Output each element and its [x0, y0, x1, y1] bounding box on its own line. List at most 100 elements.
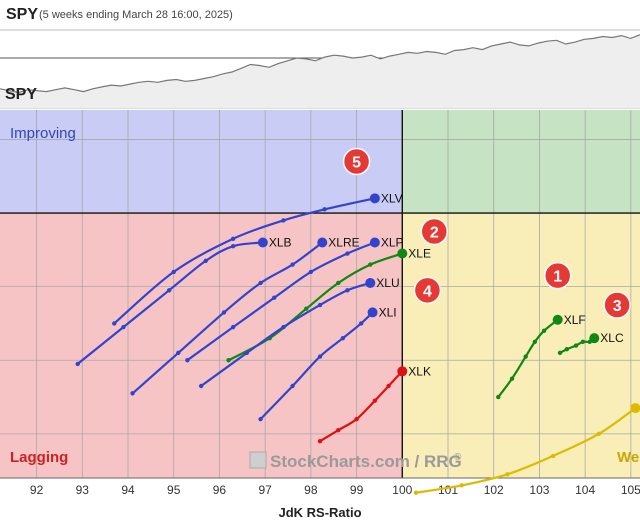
- series-point-xlp: [272, 295, 277, 300]
- series-point-xlp: [345, 251, 350, 256]
- series-head-xlb: [257, 237, 268, 248]
- numbered-marker-1: 1: [543, 261, 572, 290]
- x-axis-title: JdK RS-Ratio: [278, 505, 362, 520]
- series-point-xlk: [386, 383, 391, 389]
- series-xly: XLY: [413, 403, 640, 495]
- series-point-xlp: [230, 324, 236, 330]
- marker-number: 3: [613, 298, 622, 315]
- series-tail-xlre: [131, 241, 323, 395]
- quadrant-leading: [402, 110, 640, 214]
- series-point-xli: [290, 383, 295, 389]
- x-tick-label: 95: [167, 483, 181, 497]
- series-point-xlb: [75, 361, 80, 367]
- marker-number: 5: [352, 155, 361, 172]
- quadrant-label-lagging: Lagging: [10, 449, 68, 466]
- numbered-marker-5: 5: [342, 147, 371, 176]
- series-point-xle: [226, 358, 231, 363]
- x-tick-label: 99: [350, 483, 364, 497]
- series-head-xlre: [317, 237, 328, 248]
- series-point-xlc: [564, 347, 570, 352]
- series-tail-xly: [415, 407, 637, 494]
- quadrant-weakening: [402, 213, 640, 478]
- series-point-xlb: [203, 258, 208, 264]
- x-tick-label: 105: [621, 483, 640, 497]
- series-point-xlre: [176, 350, 181, 356]
- series-head-xlp: [369, 237, 380, 248]
- series-point-xlre: [130, 391, 135, 396]
- x-tick-label: 100: [392, 483, 412, 497]
- series-point-xlv: [322, 207, 327, 212]
- series-point-xly: [550, 453, 556, 459]
- series-head-xlf: [552, 314, 563, 325]
- series-xlre: XLRE: [130, 235, 360, 396]
- series-head-xli: [367, 307, 378, 318]
- series-point-xlu: [345, 288, 350, 293]
- marker-circle: [413, 276, 442, 305]
- series-point-xlf: [532, 339, 538, 345]
- quadrant-improving: [0, 110, 403, 214]
- series-label-xlb: XLB: [269, 235, 292, 249]
- series-point-xlk: [372, 398, 378, 403]
- watermark-logo: [249, 451, 267, 469]
- sparkline-area: [0, 34, 640, 109]
- series-label-xlre: XLRE: [328, 235, 359, 249]
- marker-number: 1: [553, 269, 562, 286]
- series-head-xlc: [589, 333, 600, 344]
- chart-header: SPY (5 weeks ending March 28 16:00, 2025…: [0, 0, 640, 30]
- marker-circle: [603, 291, 631, 319]
- series-point-xly: [459, 483, 464, 488]
- series-point-xlb: [166, 288, 172, 293]
- series-point-xlk: [336, 427, 341, 433]
- series-point-xli: [317, 354, 323, 359]
- series-point-xlv: [112, 321, 117, 326]
- watermark-registered: ®: [454, 452, 462, 463]
- symbol-label-secondary: SPY: [5, 86, 38, 103]
- series-head-xlu: [365, 277, 376, 288]
- series-label-xli: XLI: [379, 305, 397, 319]
- series-point-xlu: [198, 383, 204, 389]
- series-label-xlk: XLK: [408, 364, 431, 378]
- series-point-xlc: [580, 339, 586, 345]
- quadrant-lagging: [0, 213, 403, 478]
- series-point-xly: [413, 490, 419, 495]
- series-point-xlp: [185, 358, 190, 363]
- series-xli: XLI: [258, 305, 397, 422]
- series-point-xlv: [230, 236, 236, 241]
- x-tick-label: 93: [76, 483, 90, 497]
- series-point-xlb: [230, 243, 236, 249]
- numbered-marker-2: 2: [420, 217, 449, 246]
- series-label-xle: XLE: [408, 247, 431, 261]
- series-point-xlf: [523, 354, 528, 359]
- series-label-xlf: XLF: [564, 313, 586, 327]
- series-point-xli: [358, 321, 364, 326]
- marker-number: 4: [423, 283, 432, 300]
- series-point-xlv: [171, 269, 176, 275]
- series-point-xlre: [258, 280, 263, 286]
- series-xlf: XLF: [496, 313, 586, 400]
- sparkline-line: [0, 34, 640, 94]
- series-point-xlre: [221, 310, 227, 315]
- numbered-marker-3: 3: [603, 291, 631, 319]
- numbered-marker-4: 4: [413, 276, 442, 305]
- series-point-xlf: [496, 394, 501, 400]
- series-label-xlu: XLU: [376, 276, 399, 290]
- quadrant-label-weakening: We: [617, 449, 639, 466]
- series-point-xlre: [290, 262, 295, 267]
- series-point-xlk: [354, 416, 359, 422]
- series-point-xlb: [121, 324, 126, 330]
- x-tick-label: 92: [30, 483, 44, 497]
- x-tick-label: 98: [304, 483, 318, 497]
- series-tail-xle: [228, 252, 403, 362]
- series-xlb: XLB: [75, 235, 292, 367]
- period-label: (5 weeks ending March 28 16:00, 2025): [39, 9, 233, 21]
- quadrant-label-improving: Improving: [10, 125, 76, 142]
- series-head-xlv: [369, 193, 380, 204]
- series-point-xly: [596, 431, 602, 437]
- series-point-xlu: [244, 350, 250, 356]
- x-tick-label: 102: [484, 483, 504, 497]
- series-point-xlc: [557, 350, 563, 356]
- series-tail-xlb: [77, 241, 264, 365]
- x-tick-label: 104: [575, 483, 595, 497]
- series-point-xle: [304, 306, 309, 311]
- series-point-xly: [505, 472, 510, 477]
